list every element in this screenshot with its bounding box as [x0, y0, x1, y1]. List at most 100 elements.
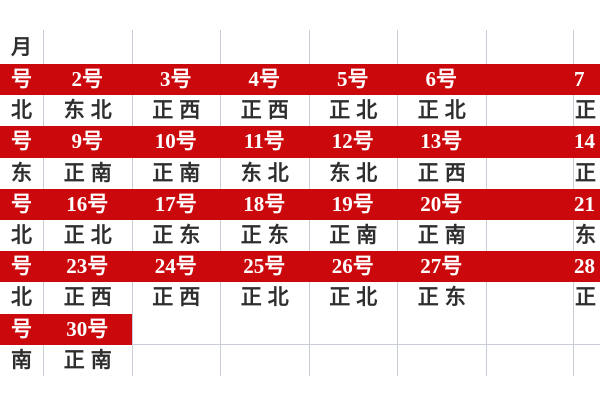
cell-text: 24号: [154, 254, 197, 279]
table-cell: 20号: [397, 188, 486, 220]
cell-text: 13号: [420, 129, 463, 154]
table-cell: 东: [573, 219, 600, 252]
cell-text: 正: [575, 160, 600, 185]
cell-text: 正西: [240, 98, 295, 123]
table-cell: 正北: [397, 95, 486, 127]
table-cell: 东北: [43, 95, 132, 127]
cell-text: 正南: [63, 160, 118, 185]
table-cell: [485, 282, 574, 314]
table-cell: [308, 313, 397, 345]
table-cell: 正西: [397, 157, 486, 189]
table-cell: [485, 126, 573, 158]
cell-text: 正东: [417, 285, 472, 310]
cell-text: 号: [11, 316, 32, 341]
table-cell: 号: [0, 313, 43, 345]
cell-text: 30号: [66, 316, 109, 341]
table-cell: 3号: [131, 64, 220, 96]
cell-text: 14: [574, 129, 595, 154]
table-cell: 9号: [43, 126, 132, 158]
cell-text: 3号: [160, 67, 192, 92]
table-cell: [485, 344, 574, 376]
table-cell: 正: [573, 282, 600, 314]
table-cell: [485, 95, 574, 127]
table-cell: [397, 30, 486, 64]
table-cell: 正南: [397, 219, 486, 252]
table-cell: 21: [573, 188, 600, 220]
cell-text: 正西: [417, 160, 472, 185]
table-cell: [308, 344, 398, 376]
cell-text: 正西: [152, 98, 207, 123]
cell-text: 12号: [331, 129, 374, 154]
cell-text: 19号: [331, 191, 374, 216]
day-number-row: 号 9号 10号 11号 12号 13号 14: [0, 126, 600, 158]
cell-text: 号: [11, 67, 32, 92]
cell-text: 正北: [63, 223, 118, 248]
cell-text: 东: [11, 160, 38, 185]
cell-text: 23号: [66, 254, 109, 279]
cell-text: 21: [574, 191, 595, 216]
cell-text: 18号: [243, 191, 286, 216]
cell-text: 正: [575, 98, 600, 123]
cell-text: 北: [11, 98, 38, 123]
table-cell: [220, 313, 309, 345]
table-cell: 号: [0, 126, 43, 158]
table-cell: [43, 30, 132, 64]
day-number-row: 号 30号: [0, 313, 600, 345]
cell-text: 东北: [240, 160, 295, 185]
cell-text: 号: [11, 254, 32, 279]
cell-text: 北: [11, 223, 38, 248]
direction-row: 北东北 正西 正西 正北 正北 正: [0, 95, 600, 127]
table-cell: [485, 219, 574, 252]
cell-text: 16号: [66, 191, 109, 216]
cell-text: 正: [575, 285, 600, 310]
table-cell: 16号: [43, 188, 132, 220]
table-cell: 正: [573, 95, 600, 127]
table-cell: 23号: [43, 251, 132, 283]
cell-text: 6号: [425, 67, 458, 92]
table-cell: 正北: [308, 95, 398, 127]
table-cell: 24号: [131, 251, 220, 283]
table-cell: 正北: [220, 282, 309, 314]
table-cell: 正西: [131, 95, 221, 127]
day-number-row: 号 16号 17号 18号 19号 20号 21: [0, 188, 600, 220]
table-cell: [485, 64, 573, 96]
day-number-row: 号 23号 24号 25号 26号 27号 28: [0, 251, 600, 283]
table-cell: [397, 344, 486, 376]
table-cell: 南: [0, 345, 43, 376]
cell-text: 正南: [63, 347, 118, 372]
table-cell: 号: [0, 188, 43, 220]
table-cell: [308, 30, 398, 64]
direction-row: 北正西 正西 正北 正北 正东正: [0, 282, 600, 314]
cell-text: 正东: [152, 223, 207, 248]
table-cell: 10号: [131, 126, 220, 158]
table-cell: 2号: [43, 64, 132, 96]
table-cell: [573, 313, 600, 345]
table-cell: 东北: [308, 157, 398, 189]
table-cell: 17号: [131, 188, 220, 220]
cell-text: 正西: [63, 285, 118, 310]
table-cell: 正西: [220, 95, 309, 127]
table-cell: 26号: [308, 251, 397, 283]
cell-text: 正东: [240, 223, 295, 248]
table-cell: 13号: [397, 126, 486, 158]
cell-text: 东北: [329, 160, 384, 185]
table-cell: 27号: [397, 251, 486, 283]
cell-text: 正北: [329, 98, 384, 123]
table-cell: 正西: [43, 282, 132, 314]
table-cell: 6号: [397, 64, 486, 96]
direction-row: 北正北 正东 正东 正南 正南 东: [0, 219, 600, 252]
cell-text: 号: [11, 191, 32, 216]
table-cell: 7: [573, 64, 600, 96]
table-cell: [131, 344, 221, 376]
table-cell: 30号: [43, 313, 132, 345]
table-cell: [220, 344, 309, 376]
day-number-row: 号 2号 3号 4号 5号 6号 7: [0, 64, 600, 96]
table-cell: 14: [573, 126, 600, 158]
cell-text: 正北: [329, 285, 384, 310]
table-cell: 正南: [43, 344, 132, 376]
title-row: 月: [0, 30, 600, 64]
table-cell: [220, 30, 309, 64]
table-cell: 正东: [131, 219, 221, 252]
table-cell: [131, 313, 220, 345]
